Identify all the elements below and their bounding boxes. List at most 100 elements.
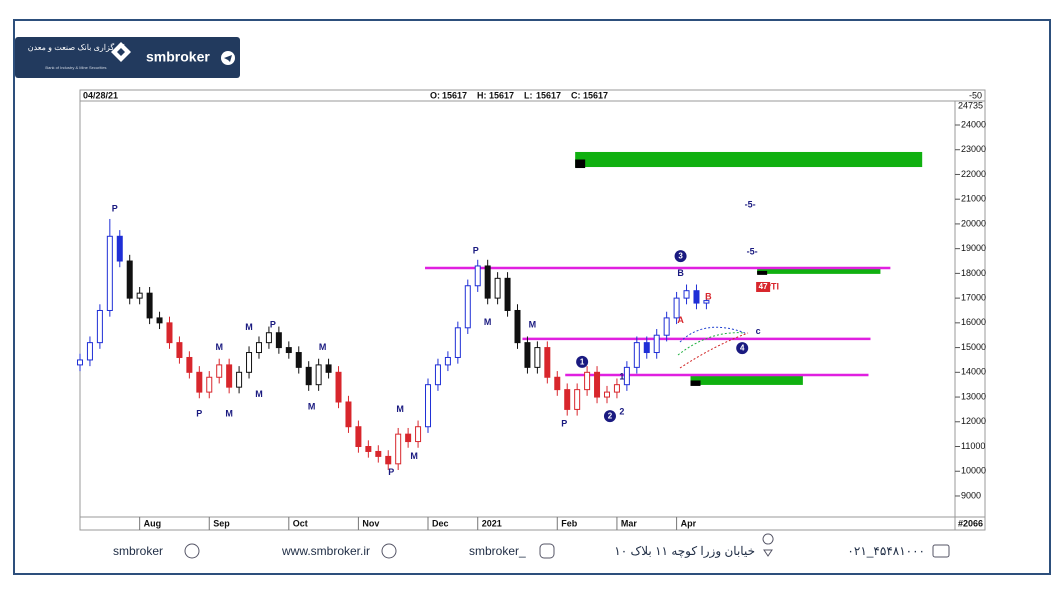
x-tick-label: Aug	[144, 518, 162, 528]
candle-body	[206, 376, 213, 393]
phone-icon	[932, 544, 950, 558]
candle-body	[136, 292, 143, 299]
zone-start	[690, 380, 701, 386]
marker-label: -5-	[747, 246, 758, 256]
candle-body	[653, 334, 660, 354]
zone-start	[575, 159, 586, 169]
marker-label: M	[529, 320, 537, 330]
candle-body	[544, 347, 551, 378]
y-tick-label: 16000	[961, 317, 986, 327]
wave-label: 3	[678, 252, 683, 261]
logo: کارگزاری بانک صنعت و معدن Bank of Indust…	[15, 37, 240, 78]
y-tick-label: 13000	[961, 391, 986, 401]
header-date: 04/28/21	[83, 90, 118, 100]
candle-body	[265, 332, 272, 344]
logo-bg	[15, 37, 240, 78]
candle-body	[683, 290, 690, 299]
location-icon	[762, 533, 774, 557]
marker-label: M	[319, 342, 327, 352]
candle-body	[693, 290, 700, 304]
candle-body	[454, 327, 461, 358]
marker-label: P	[473, 246, 479, 256]
footer-address: خیابان وزرا کوچه ۱۱ بلاک ۱۰	[614, 544, 755, 558]
candle-body	[315, 364, 322, 386]
wave-circle	[576, 355, 589, 368]
candle-body	[275, 332, 282, 349]
logo-brand: smbroker	[146, 49, 210, 65]
marker-label: P	[196, 409, 202, 419]
candle-body	[564, 389, 571, 410]
ohlc-value: 15617	[583, 90, 608, 100]
wave-circle	[603, 410, 616, 423]
zone	[575, 151, 923, 168]
candle-body	[186, 356, 193, 373]
ohlc-row: O: 15617 H: 15617 L: 15617 C: 15617	[430, 90, 608, 100]
marker-label: M	[245, 322, 253, 332]
candle-body	[574, 389, 581, 410]
marker-label: -5-	[745, 199, 756, 209]
candle-body	[96, 309, 103, 344]
telegram-plane	[224, 55, 232, 62]
candle-body	[415, 426, 422, 443]
marker-label: M	[484, 317, 492, 327]
candle-body	[226, 364, 233, 388]
marker-label: 1	[619, 372, 624, 382]
zone	[757, 267, 881, 274]
candle-body	[246, 352, 253, 373]
x-tick-label: 2021	[482, 518, 502, 528]
candle-body	[365, 446, 372, 452]
y-tick-label: 20000	[961, 218, 986, 228]
ohlc-value: 15617	[536, 90, 561, 100]
candle-body	[514, 309, 521, 344]
footer-phone: ۰۲۱_۴۵۴۸۱۰۰۰	[847, 544, 925, 558]
candle-body	[643, 342, 650, 354]
logo-mark-inner	[117, 48, 125, 56]
logo-english: Bank of Industry & Mine Securities	[45, 65, 106, 70]
candle-body	[395, 433, 402, 465]
marker-label: P	[561, 419, 567, 429]
bar-count: #2066	[958, 518, 983, 528]
candle-body	[584, 371, 591, 391]
y-tick-label: 24000	[961, 119, 986, 129]
candle-body	[385, 455, 392, 465]
logo-persian: کارگزاری بانک صنعت و معدن	[28, 42, 125, 52]
candle-body	[325, 364, 332, 373]
y-tick-label: 19000	[961, 243, 986, 253]
candle-body	[255, 342, 262, 354]
candle-body	[474, 265, 481, 287]
projection-line	[679, 332, 749, 369]
candle-body	[285, 347, 292, 354]
candle-body	[146, 292, 153, 319]
badge-box	[756, 281, 771, 292]
candle-body	[554, 376, 561, 391]
x-tick-label: Mar	[621, 518, 638, 528]
wave-circle	[736, 342, 749, 355]
candle-body	[116, 235, 123, 262]
marker-label: A	[677, 315, 684, 325]
y-tick-label: 17000	[961, 292, 986, 302]
footer-website: www.smbroker.ir	[281, 544, 370, 558]
x-tick-label: Dec	[432, 518, 449, 528]
marker-label: M	[255, 389, 263, 399]
ohlc-label: L:	[524, 90, 533, 100]
x-tick-label: Apr	[681, 518, 697, 528]
badge-label: 47	[759, 282, 768, 291]
marker-label: M	[308, 401, 316, 411]
y-tick-label: 14000	[961, 367, 986, 377]
candle-body	[663, 317, 670, 336]
ohlc-label: O:	[430, 90, 440, 100]
candle-body	[464, 285, 471, 329]
marker-label: P	[270, 320, 276, 330]
ohlc-label: H:	[477, 90, 487, 100]
globe-icon	[381, 543, 397, 559]
telegram-icon	[184, 543, 200, 559]
candle-body	[77, 359, 83, 366]
marker-label: PTI	[765, 281, 779, 291]
projection-line	[679, 326, 746, 343]
candle-body	[434, 364, 441, 386]
candle-body	[305, 366, 312, 386]
candle-body	[166, 322, 173, 344]
candle-body	[534, 347, 541, 368]
x-tick-label: Sep	[213, 518, 230, 528]
